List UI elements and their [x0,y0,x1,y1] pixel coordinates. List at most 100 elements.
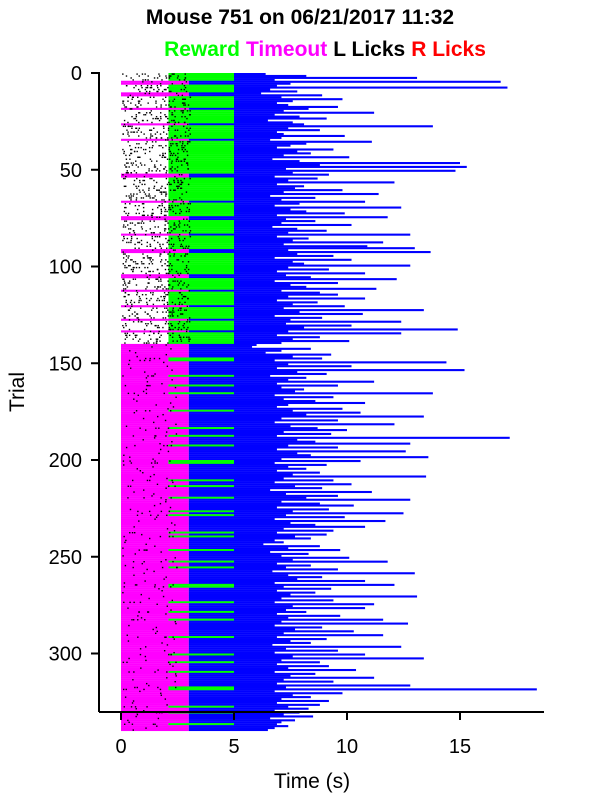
reward-bar [168,229,234,232]
post-trial-bar [188,639,291,643]
lick-mark [139,359,141,362]
lick-mark [179,292,182,294]
x-axis-label: Time (s) [274,770,350,793]
lick-mark [168,272,170,275]
lick-mark [172,280,174,282]
lick-mark [149,90,151,93]
lick-mark [159,502,162,505]
lick-mark [123,723,126,725]
reward-bar [168,154,234,157]
post-trial-bar [188,378,289,381]
lick-mark [151,263,154,265]
post-trial-bar [188,663,277,666]
lick-mark [158,75,161,77]
lick-mark [161,79,163,81]
legend-l-licks: L Licks [333,38,406,61]
lick-mark [178,326,180,329]
lick-mark [148,187,150,189]
lick-mark [128,228,130,230]
lick-mark [157,297,159,300]
lick-mark [143,191,145,193]
lick-mark [155,102,157,104]
lick-mark [165,487,167,489]
lick-mark [183,88,185,91]
timeout-bar [121,494,189,497]
lick-mark [170,208,172,211]
post-trial-bar [188,347,311,350]
timeout-bar [121,616,189,619]
lick-mark [159,191,161,193]
timeout-bar [121,624,189,627]
lick-mark [172,100,174,102]
lick-mark [166,183,169,186]
lick-mark [173,638,175,640]
post-trial-bar [188,386,282,389]
lick-mark [169,75,171,77]
lick-mark [164,187,167,189]
post-trial-bar [188,492,286,495]
reward-bar [168,293,234,296]
lick-mark [139,427,141,429]
lick-mark [124,696,127,698]
timeout-bar [121,427,169,430]
timeout-bar [121,705,169,708]
lick-mark [151,346,153,348]
lick-mark [151,81,153,83]
lick-mark [172,406,175,408]
lick-mark [149,357,151,360]
post-trial-bar [188,630,354,633]
post-trial-bar [188,504,354,507]
post-trial-bar [188,494,338,497]
lick-mark [145,90,148,93]
lick-mark [147,375,149,377]
lick-mark [174,228,176,230]
lick-mark [165,115,167,118]
post-trial-bar [234,202,300,205]
post-trial-bar [188,382,277,385]
post-trial-bar [234,98,343,101]
lick-mark [129,203,131,205]
lick-mark [165,144,167,147]
timeout-bar [121,469,189,472]
lick-mark [189,141,191,143]
lick-mark [138,301,140,304]
lick-mark [163,650,166,652]
lick-mark [178,234,181,236]
timeout-bar [121,92,189,95]
reward-bar [168,585,234,588]
lick-mark [129,144,131,147]
post-trial-bar [234,177,318,180]
lick-mark [143,359,146,362]
lick-mark [148,510,151,513]
lick-mark [132,561,135,563]
lick-mark [173,119,175,122]
timeout-bar [121,407,189,410]
lick-mark [144,655,147,658]
post-trial-bar [234,243,284,246]
lick-mark [146,313,149,315]
lick-mark [153,473,155,476]
lick-mark [164,698,167,700]
lick-mark [165,75,167,77]
lick-mark [187,141,189,143]
lick-mark [125,106,128,108]
lick-mark [128,255,130,257]
lick-mark [165,115,168,118]
lick-mark [180,255,182,257]
timeout-bar [121,318,189,321]
timeout-bar [121,376,189,379]
lick-mark [132,321,135,323]
timeout-bar [121,405,189,408]
lick-mark [189,96,192,99]
lick-mark [122,73,124,75]
lick-mark [133,179,136,182]
post-trial-bar [188,659,282,662]
post-trial-bar [188,446,338,449]
post-trial-bar [188,200,366,203]
lick-mark [165,501,167,503]
lick-mark [186,206,189,209]
lick-mark [145,323,147,325]
lick-mark [135,263,137,265]
post-trial-bar [188,539,275,542]
lick-mark [159,245,161,248]
